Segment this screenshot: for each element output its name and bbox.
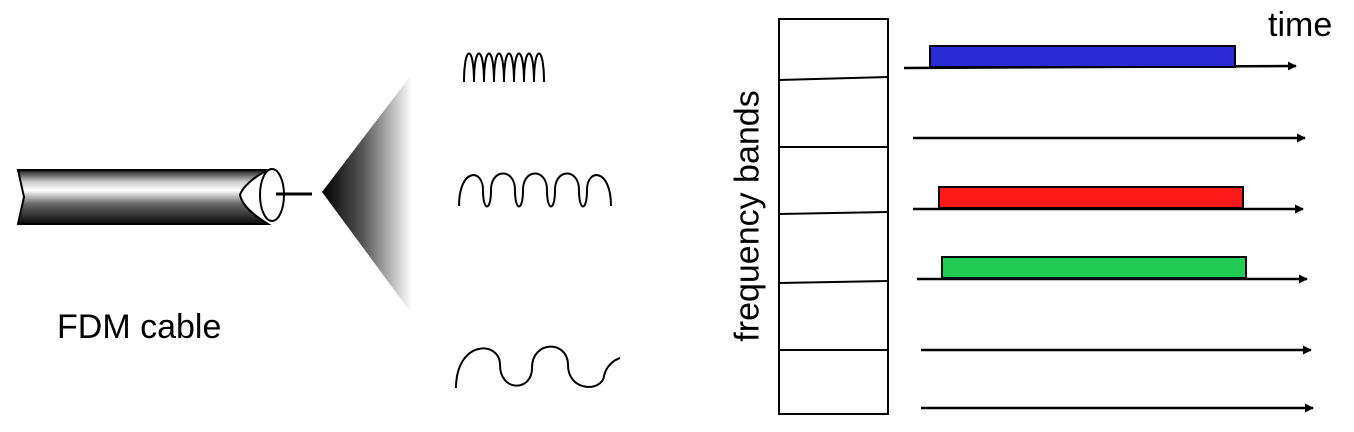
time-axis-label: time (1268, 6, 1333, 44)
cable-body (16, 169, 272, 225)
high-frequency-wave (463, 52, 545, 83)
band-divider (778, 211, 889, 215)
band-divider (778, 280, 889, 284)
frequency-band-box (778, 18, 889, 415)
cable-label: FDM cable (57, 308, 222, 346)
band-divider (778, 76, 889, 81)
spread-cone (322, 74, 412, 314)
frequency-axis-label: frequency bands (728, 90, 767, 342)
low-frequency-wave (455, 345, 621, 389)
medium-frequency-wave (458, 172, 612, 208)
band-frame (778, 18, 889, 415)
transmission-bar-green (941, 256, 1247, 279)
time-axes (903, 61, 1314, 413)
transmission-bar-red (938, 186, 1244, 209)
transmission-bar-blue (929, 45, 1236, 68)
coaxial-cable-icon (16, 168, 312, 225)
